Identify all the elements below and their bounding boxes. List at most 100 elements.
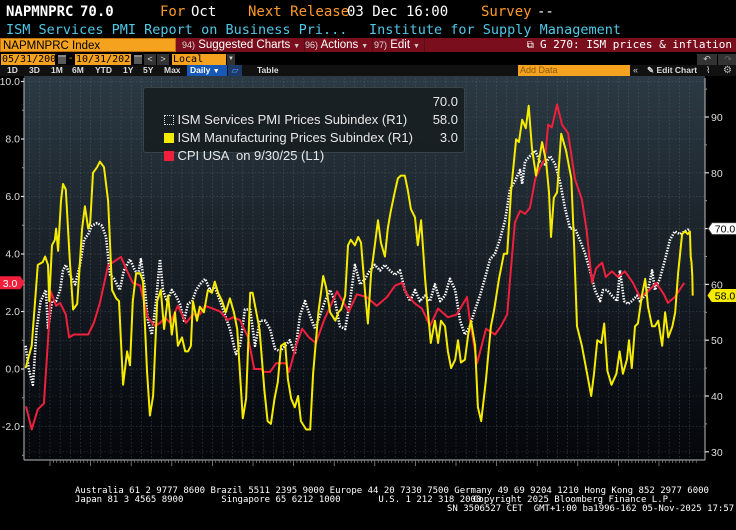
undo-icon[interactable]: ↶ [697,54,717,65]
ticker-label: NAPMNPRC [6,4,74,20]
period-ytd[interactable]: YTD [95,65,112,75]
period-3d[interactable]: 3D [29,65,40,75]
next-release-label: Next Release [248,4,350,20]
actions-label: Actions [320,39,359,51]
legend-item-services[interactable]: ISM Services PMI Prices Subindex (R1) 70… [150,93,464,127]
left-axis-tick-label: 6.0 [5,191,20,203]
currency-select[interactable]: Local CCY [172,54,226,76]
frequency-select[interactable]: Daily ▼ [187,65,227,76]
cpi-last-value-tag: 3.0 [0,276,25,290]
legend-swatch-dotted [164,115,175,125]
period-bar: 1D 3D 1M 6M YTD 1Y 5Y Max Daily ▼ ⏥ Tabl… [0,65,736,76]
chart-title[interactable]: ⧉ G 270: ISM prices & inflation [527,38,732,53]
legend-item-manufacturing[interactable]: ISM Manufacturing Prices Subindex (R1) 5… [150,111,464,145]
period-5y[interactable]: 5Y [143,65,154,75]
edit-button[interactable]: 97) Edit ▼ [370,38,425,52]
popout-icon[interactable]: ⧉ [526,40,534,51]
legend-label: ISM Services PMI Prices Subindex (R1) [177,112,408,127]
suggested-charts-label: Suggested Charts [198,39,291,51]
series-line-services [24,149,691,387]
edit-number: 97) [374,40,388,50]
chevron-down-icon: ▼ [212,68,220,75]
chevron-down-icon: ▼ [361,43,369,50]
left-axis-tick-label: 4.0 [5,249,20,261]
right-axis-tick-label: 90 [711,112,723,124]
left-axis-tick-label: 8.0 [5,134,20,146]
survey-label: Survey [481,4,532,20]
next-period-button[interactable]: > [157,54,169,65]
right-axis-tick-label: 60 [711,279,723,291]
gear-icon[interactable]: ⚙ [723,65,732,76]
services-last-value-tag-shape [707,222,736,236]
footer-contacts-1: Australia 61 2 9777 8600 Brazil 5511 239… [75,486,709,496]
period-1m[interactable]: 1M [51,65,63,75]
left-axis-tick-label: -2.0 [2,421,20,433]
description-header: ISM Services PMI Report on Business Pri.… [0,22,736,38]
redo-icon[interactable]: ↷ [718,54,736,65]
calendar-icon[interactable] [58,55,66,64]
left-axis-tick-label: 2.0 [5,306,20,318]
next-release-value: 03 Dec 16:00 [347,4,449,20]
survey-value: -- [537,4,554,20]
manufacturing-last-value-tag-shape [707,289,736,303]
series-line-manufacturing [24,104,694,431]
legend-swatch-yellow [164,133,175,143]
calendar-icon[interactable] [134,55,142,64]
security-input[interactable]: NAPMNPRC Index [0,38,176,52]
manufacturing-last-value-tag-text: 58.0 [715,291,736,303]
series-line-cpi [25,103,686,431]
legend-label: CPI USA on 9/30/25 (L1) [177,148,325,163]
value-tags: 3.0 70.0 58.0 [0,222,736,303]
period-1d[interactable]: 1D [7,65,18,75]
services-last-value-tag: 70.0 [707,222,736,236]
period-6m[interactable]: 6M [72,65,84,75]
security-description: ISM Services PMI Report on Business Pri.… [6,22,348,38]
suggested-charts-number: 94) [182,40,196,50]
footer-copyright: Copyright 2025 Bloomberg Finance L.P. [473,495,674,505]
legend-value: 58.0 [432,112,458,127]
edit-chart-button[interactable]: ✎ Edit Chart [647,65,697,76]
chevron-down-icon[interactable]: ▼ [227,54,235,65]
chart-type-icon[interactable]: ⌇ [706,65,711,75]
legend-swatch-red [164,151,175,161]
footer-session: SN 3506527 CET GMT+1:00 ba1996-162 05-No… [447,504,736,514]
end-date-input[interactable]: 10/31/2025 [75,54,137,65]
chevron-down-icon: ▼ [293,43,301,50]
right-axis-tick-label: 80 [711,168,723,180]
axes: 10.08.06.04.02.00.0-2.090807060504030201… [0,76,723,466]
period-max[interactable]: Max [164,65,181,75]
services-last-value-tag-text: 70.0 [715,224,736,236]
manufacturing-last-value-tag: 58.0 [707,289,736,303]
right-axis-tick-label: 30 [711,447,723,459]
for-period: Oct [191,4,217,20]
table-button[interactable]: Table [257,65,279,75]
menu-bar: NAPMNPRC Index 94) Suggested Charts ▼ 96)… [0,38,736,52]
footer-contacts-2: Japan 81 3 4565 8900 Singapore 65 6212 1… [75,495,482,505]
right-axis-tick-label: 40 [711,391,723,403]
pencil-icon: ✎ [647,65,655,75]
source-name: Institute for Supply Management [369,22,621,38]
last-value: 70.0 [80,4,114,20]
suggested-charts-button[interactable]: 94) Suggested Charts ▼ [178,38,306,52]
actions-button[interactable]: 96) Actions ▼ [301,38,374,52]
chevron-down-icon: ▼ [413,43,420,50]
footer: Australia 61 2 9777 8600 Brazil 5511 239… [0,486,736,530]
legend-label: ISM Manufacturing Prices Subindex (R1) [177,130,413,145]
period-1y[interactable]: 1Y [123,65,134,75]
chart-title-text: G 270: ISM prices & inflation [539,38,732,51]
legend-value: 70.0 [432,94,458,109]
collapse-icon[interactable]: « [633,65,639,75]
chart-legend: ISM Services PMI Prices Subindex (R1) 70… [143,87,465,163]
line-chart-icon[interactable]: ⏥ [228,65,242,76]
legend-value: 3.0 [439,130,458,145]
cpi-last-value-tag-shape [0,276,25,290]
edit-chart-label: Edit Chart [656,65,698,75]
edit-label: Edit [390,39,411,51]
date-separator: - [69,53,73,64]
cpi-last-value-tag-text: 3.0 [3,278,18,290]
start-date-input[interactable]: 05/31/2009 [1,54,63,65]
legend-item-cpi[interactable]: CPI USA on 9/30/25 (L1) 3.0 [150,129,464,163]
left-axis-tick-label: 0.0 [5,364,20,376]
previous-period-button[interactable]: < [144,54,156,65]
add-data-input[interactable]: Add Data [518,65,630,76]
